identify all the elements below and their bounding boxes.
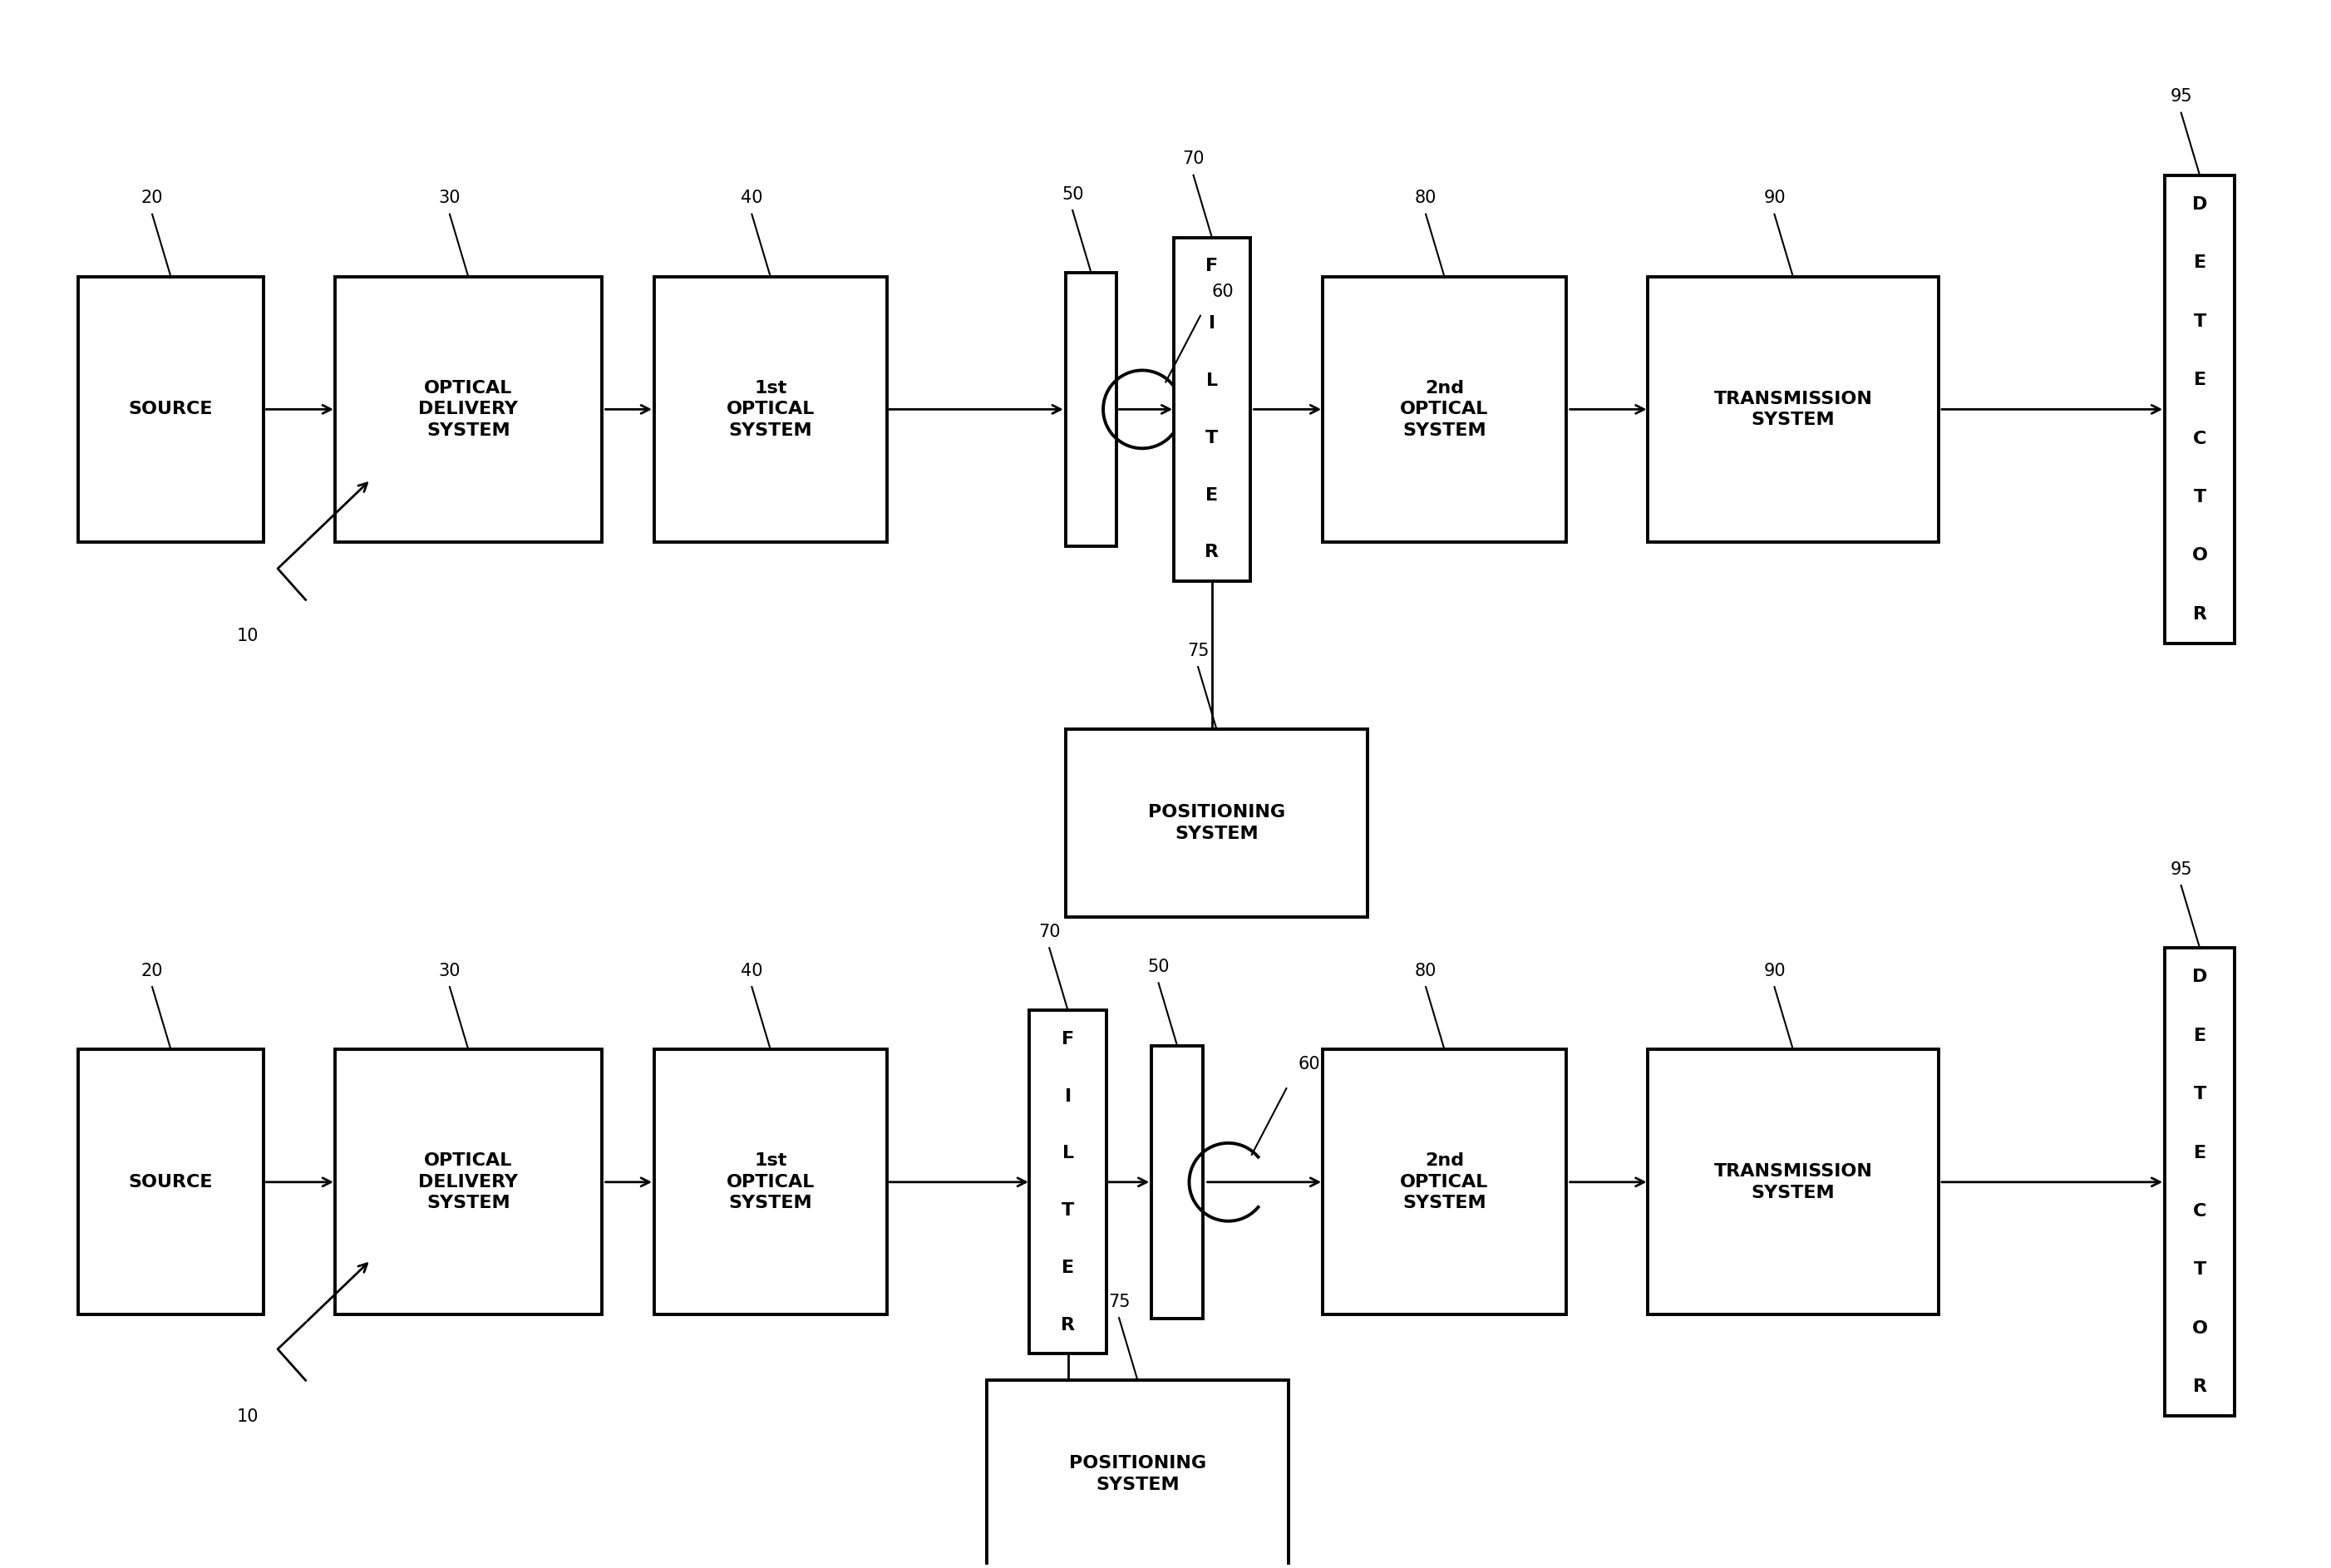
- Text: 20: 20: [142, 190, 163, 207]
- Text: D: D: [2191, 969, 2207, 986]
- Text: C: C: [2193, 430, 2207, 447]
- Text: 50: 50: [1147, 958, 1170, 975]
- Text: C: C: [2193, 1203, 2207, 1220]
- Text: POSITIONING
SYSTEM: POSITIONING SYSTEM: [1147, 804, 1284, 842]
- Bar: [77, 276, 263, 543]
- Text: 50: 50: [1061, 187, 1084, 202]
- Text: 2nd
OPTICAL
SYSTEM: 2nd OPTICAL SYSTEM: [1401, 1152, 1490, 1212]
- Text: 80: 80: [1415, 963, 1436, 978]
- Text: 90: 90: [1762, 963, 1786, 978]
- Text: T: T: [2193, 1262, 2205, 1278]
- Text: F: F: [1061, 1030, 1075, 1047]
- Bar: [1648, 1049, 1939, 1314]
- Text: T: T: [2193, 1087, 2205, 1102]
- Text: TRANSMISSION
SYSTEM: TRANSMISSION SYSTEM: [1713, 1163, 1872, 1201]
- Text: 75: 75: [1107, 1294, 1131, 1311]
- Text: 80: 80: [1415, 190, 1436, 207]
- Bar: [655, 276, 886, 543]
- Bar: [1322, 276, 1566, 543]
- Text: 70: 70: [1037, 924, 1061, 941]
- Text: 75: 75: [1186, 643, 1210, 659]
- Text: OPTICAL
DELIVERY
SYSTEM: OPTICAL DELIVERY SYSTEM: [417, 379, 517, 439]
- Text: T: T: [2193, 314, 2205, 329]
- Text: 40: 40: [741, 190, 762, 207]
- Text: 1st
OPTICAL
SYSTEM: 1st OPTICAL SYSTEM: [727, 379, 814, 439]
- Text: I: I: [1065, 1088, 1072, 1104]
- Text: E: E: [1205, 488, 1219, 503]
- Text: 10: 10: [235, 627, 259, 644]
- Text: TRANSMISSION
SYSTEM: TRANSMISSION SYSTEM: [1713, 390, 1872, 428]
- Bar: [986, 1380, 1289, 1568]
- Text: I: I: [1207, 315, 1214, 332]
- Text: E: E: [2193, 372, 2205, 389]
- Bar: [1152, 1046, 1203, 1319]
- Text: SOURCE: SOURCE: [128, 401, 212, 417]
- Text: 70: 70: [1182, 151, 1205, 168]
- Bar: [1030, 1010, 1107, 1353]
- Text: 10: 10: [235, 1408, 259, 1425]
- Text: E: E: [2193, 1027, 2205, 1044]
- Text: E: E: [2193, 254, 2205, 271]
- Text: T: T: [1061, 1203, 1075, 1218]
- Bar: [655, 1049, 886, 1314]
- Text: 60: 60: [1212, 284, 1233, 299]
- Bar: [2165, 176, 2235, 643]
- Text: SOURCE: SOURCE: [128, 1174, 212, 1190]
- Text: 90: 90: [1762, 190, 1786, 207]
- Text: 30: 30: [438, 190, 462, 207]
- Text: R: R: [2193, 605, 2207, 622]
- Text: O: O: [2191, 547, 2207, 564]
- Bar: [2165, 949, 2235, 1416]
- Text: 95: 95: [2170, 88, 2191, 105]
- Text: T: T: [1205, 430, 1219, 447]
- Text: T: T: [2193, 489, 2205, 505]
- Text: 20: 20: [142, 963, 163, 978]
- Text: R: R: [1205, 544, 1219, 561]
- Bar: [1322, 1049, 1566, 1314]
- Text: 60: 60: [1298, 1057, 1319, 1073]
- Text: 40: 40: [741, 963, 762, 978]
- Text: OPTICAL
DELIVERY
SYSTEM: OPTICAL DELIVERY SYSTEM: [417, 1152, 517, 1212]
- Text: E: E: [1061, 1259, 1075, 1276]
- Text: 1st
OPTICAL
SYSTEM: 1st OPTICAL SYSTEM: [727, 1152, 814, 1212]
- Text: L: L: [1205, 373, 1217, 389]
- Text: E: E: [2193, 1145, 2205, 1162]
- Text: F: F: [1205, 257, 1219, 274]
- Text: D: D: [2191, 196, 2207, 213]
- Bar: [336, 276, 601, 543]
- Bar: [336, 1049, 601, 1314]
- Text: POSITIONING
SYSTEM: POSITIONING SYSTEM: [1070, 1455, 1205, 1493]
- Bar: [1065, 273, 1117, 546]
- Text: 30: 30: [438, 963, 462, 978]
- Bar: [1648, 276, 1939, 543]
- Text: L: L: [1063, 1145, 1075, 1162]
- Bar: [1065, 729, 1368, 917]
- Text: 95: 95: [2170, 861, 2191, 878]
- Text: R: R: [2193, 1378, 2207, 1396]
- Bar: [1172, 238, 1249, 582]
- Bar: [77, 1049, 263, 1314]
- Text: R: R: [1061, 1317, 1075, 1333]
- Text: O: O: [2191, 1320, 2207, 1338]
- Text: 2nd
OPTICAL
SYSTEM: 2nd OPTICAL SYSTEM: [1401, 379, 1490, 439]
